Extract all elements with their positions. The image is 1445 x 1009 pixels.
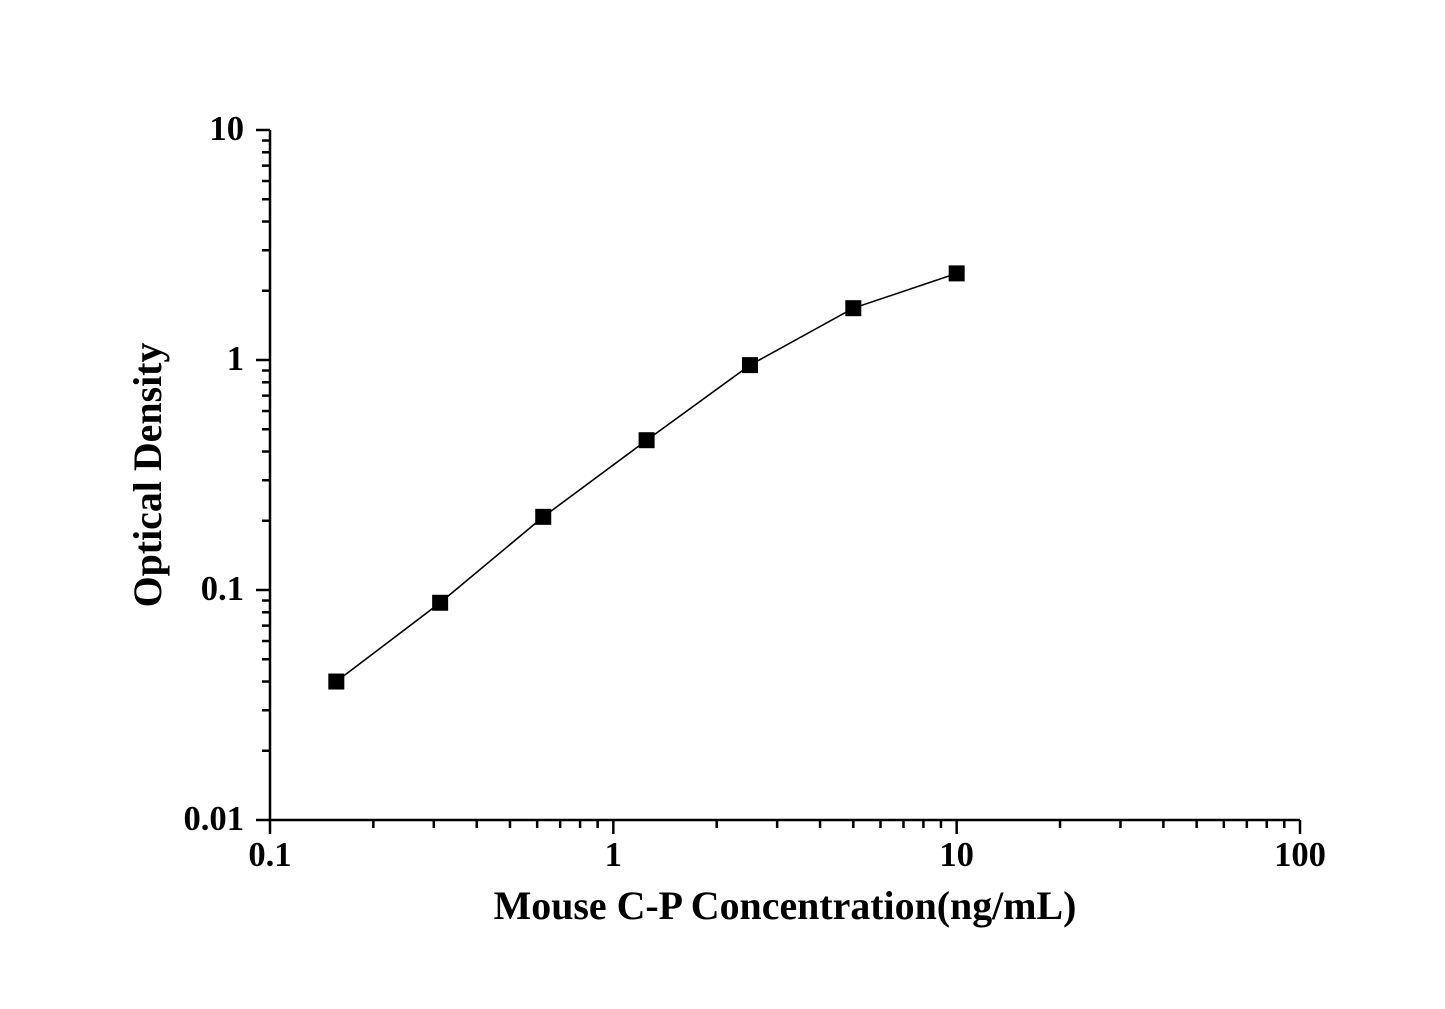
x-axis-label: Mouse C-P Concentration(ng/mL) <box>494 883 1077 928</box>
plot-group: 0.11101000.010.1110 <box>183 110 1325 874</box>
y-axis-label: Optical Density <box>125 343 170 608</box>
x-tick-label: 100 <box>1274 836 1326 874</box>
series-marker <box>639 433 654 448</box>
x-tick-label: 1 <box>605 836 622 874</box>
series-line <box>336 273 956 681</box>
series-marker <box>742 358 757 373</box>
series-marker <box>329 674 344 689</box>
series-marker <box>949 266 964 281</box>
series-marker <box>433 595 448 610</box>
x-tick-label: 0.1 <box>248 836 291 874</box>
y-tick-label: 0.1 <box>201 570 244 608</box>
chart-svg: 0.11101000.010.1110 Mouse C-P Concentrat… <box>0 0 1445 1009</box>
chart-container: 0.11101000.010.1110 Mouse C-P Concentrat… <box>0 0 1445 1009</box>
series-marker <box>846 301 861 316</box>
series-marker <box>536 509 551 524</box>
y-tick-label: 10 <box>209 110 244 148</box>
y-tick-label: 0.01 <box>183 800 244 838</box>
y-tick-label: 1 <box>227 340 244 378</box>
x-tick-label: 10 <box>939 836 974 874</box>
